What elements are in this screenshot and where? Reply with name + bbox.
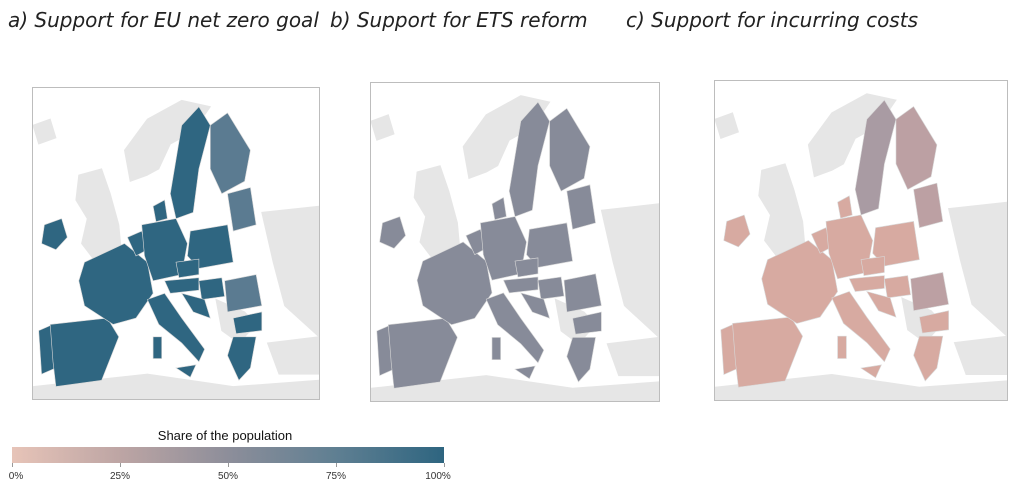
greece-shape [566, 337, 596, 383]
poland-shape [526, 222, 573, 268]
poland-shape [187, 224, 234, 269]
ireland-shape [379, 216, 406, 249]
czechia-shape [514, 257, 539, 278]
legend-tick-mark [120, 463, 121, 467]
legend-tick-label: 50% [217, 471, 239, 482]
austria-shape [503, 276, 539, 294]
turkey-landmass [953, 335, 1007, 375]
eastern-landmass [261, 205, 319, 338]
panel-b-title: b) Support for ETS reform [330, 8, 588, 32]
finland-shape [895, 106, 938, 190]
iceland-landmass [33, 118, 57, 145]
legend-tick-mark [12, 463, 13, 467]
finland-shape [549, 107, 591, 192]
ireland-shape [41, 218, 68, 251]
baltics-shape [566, 184, 596, 230]
romania-shape [563, 273, 602, 313]
baltics-shape [913, 182, 944, 229]
bulgaria-shape [919, 310, 949, 334]
denmark-shape [152, 199, 168, 223]
europe-map-b [371, 83, 659, 401]
sicily-shape [514, 365, 536, 380]
europe-map-c [715, 81, 1007, 400]
legend-tick-label: 100% [425, 471, 451, 482]
iceland-landmass [715, 112, 740, 140]
sardinia-shape [152, 336, 162, 359]
denmark-shape [837, 195, 853, 219]
croatia-shape [520, 292, 551, 319]
czechia-shape [860, 256, 885, 276]
sardinia-shape [837, 335, 847, 359]
france-shape [761, 240, 838, 324]
poland-shape [872, 221, 920, 267]
hungary-shape [537, 276, 565, 300]
sicily-shape [860, 364, 882, 379]
finland-shape [210, 112, 251, 195]
italy-shape [485, 292, 545, 364]
legend-title: Share of the population [157, 428, 293, 443]
legend-tick-mark [444, 463, 445, 467]
africa-landmass [33, 373, 319, 399]
eastern-landmass [600, 203, 659, 339]
romania-shape [224, 274, 263, 313]
map-panel-a [32, 87, 320, 400]
turkey-landmass [606, 336, 659, 377]
europe-map-a [33, 88, 319, 399]
africa-landmass [371, 375, 659, 401]
legend-tick-mark [336, 463, 337, 467]
legend-color-bar [12, 447, 444, 463]
bulgaria-shape [232, 311, 263, 335]
turkey-landmass [266, 336, 319, 375]
iceland-landmass [371, 114, 395, 141]
sweden-shape [854, 99, 897, 216]
panel-c-title: c) Support for incurring costs [626, 8, 918, 32]
baltics-shape [227, 187, 257, 232]
hungary-shape [884, 275, 911, 299]
ireland-shape [723, 214, 751, 248]
italy-shape [146, 292, 205, 363]
legend-tick-label: 25% [109, 471, 131, 482]
france-shape [78, 243, 154, 325]
italy-shape [831, 291, 891, 363]
sweden-shape [169, 106, 211, 219]
greece-shape [227, 336, 257, 381]
greece-shape [913, 335, 944, 382]
austria-shape [848, 275, 885, 292]
croatia-shape [866, 291, 897, 318]
france-shape [416, 241, 493, 326]
eastern-landmass [947, 201, 1007, 337]
sweden-shape [508, 101, 550, 218]
bulgaria-shape [572, 311, 602, 335]
legend-tick-label: 0% [8, 471, 24, 482]
panel-a-title: a) Support for EU net zero goal [8, 8, 319, 32]
croatia-shape [181, 292, 211, 319]
sardinia-shape [491, 337, 501, 361]
hungary-shape [198, 277, 225, 300]
legend-tick-mark [228, 463, 229, 467]
denmark-shape [491, 197, 507, 221]
sicily-shape [175, 364, 197, 378]
czechia-shape [175, 258, 200, 279]
africa-landmass [715, 373, 1007, 400]
legend-tick-label: 75% [325, 471, 347, 482]
map-panel-b [370, 82, 660, 402]
austria-shape [164, 277, 200, 294]
romania-shape [910, 272, 949, 312]
map-panel-c [714, 80, 1008, 401]
